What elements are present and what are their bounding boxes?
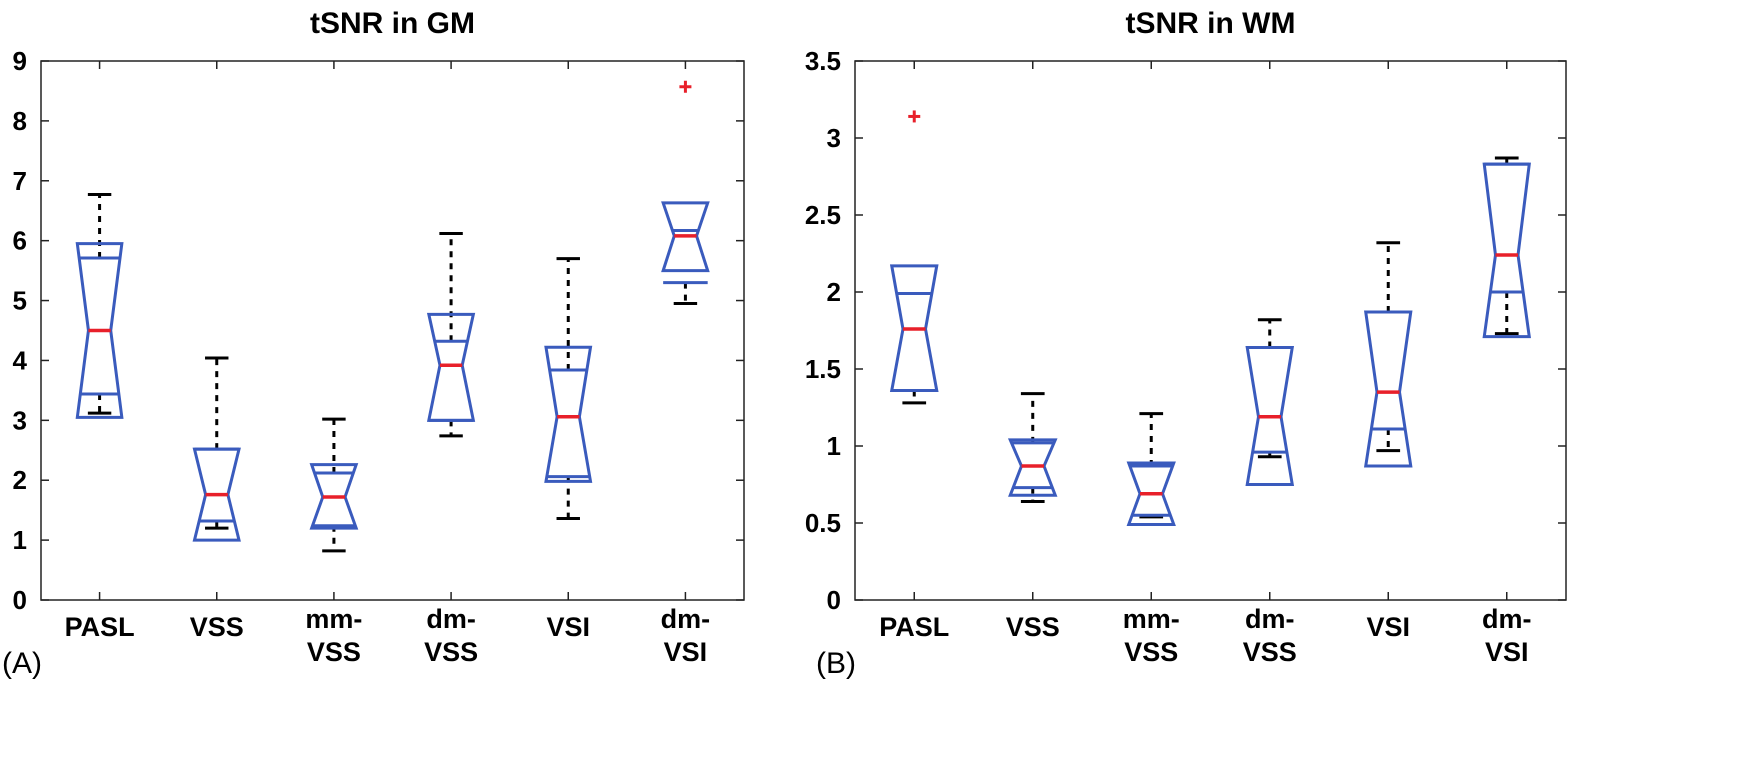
notched-box-outline — [1007, 438, 1058, 497]
box-1 — [192, 356, 241, 542]
plot-area-frame — [40, 60, 745, 601]
box-2 — [309, 417, 359, 553]
y-tick-label: 3.5 — [805, 46, 841, 76]
notched-box-outline — [192, 447, 241, 542]
panel-label: (B) — [816, 647, 856, 680]
box-4 — [544, 257, 593, 521]
y-tick-label: 3 — [827, 123, 841, 153]
notched-box-outline — [1245, 345, 1295, 486]
plot-area-frame — [854, 60, 1567, 601]
x-tick-label: mm- — [305, 604, 362, 634]
x-tick-label: VSS — [307, 637, 361, 667]
y-tick-label: 2 — [13, 465, 27, 495]
box-4 — [1363, 241, 1413, 468]
x-tick-label: dm- — [1482, 604, 1532, 634]
y-tick-label: 0.5 — [805, 508, 841, 538]
notched-box-outline — [544, 345, 593, 483]
y-tick-label: 6 — [13, 226, 27, 256]
outlier-marker — [679, 80, 692, 93]
x-tick-label: mm- — [1123, 604, 1180, 634]
x-tick-label: VSS — [1006, 612, 1060, 642]
y-tick-label: 0 — [13, 585, 27, 615]
box-3 — [426, 231, 476, 438]
y-tick-label: 2 — [827, 277, 841, 307]
x-tick-label: VSI — [664, 637, 708, 667]
chart-title: tSNR in WM — [1126, 7, 1296, 40]
y-tick-label: 1 — [827, 431, 841, 461]
notched-box-outline — [1363, 310, 1413, 468]
notched-box-outline — [1126, 461, 1176, 527]
x-tick-label: dm- — [661, 604, 711, 634]
x-tick-label: VSS — [424, 637, 478, 667]
outlier-marker — [908, 110, 921, 123]
y-tick-label: 1.5 — [805, 354, 841, 384]
y-tick-label: 2.5 — [805, 200, 841, 230]
box-0 — [889, 110, 939, 405]
x-tick-label: VSS — [1243, 637, 1297, 667]
y-tick-label: 9 — [13, 46, 27, 76]
box-1 — [1007, 392, 1058, 503]
y-tick-label: 0 — [827, 585, 841, 615]
x-tick-label: VSS — [1124, 637, 1178, 667]
chart-title: tSNR in GM — [310, 7, 475, 40]
x-tick-label: VSI — [1366, 612, 1410, 642]
y-tick-label: 7 — [13, 166, 27, 196]
x-tick-label: dm- — [426, 604, 476, 634]
x-tick-label: VSI — [1485, 637, 1529, 667]
notched-box-outline — [426, 312, 476, 422]
x-tick-label: VSS — [190, 612, 244, 642]
notched-box-outline — [1482, 162, 1531, 339]
x-tick-label: PASL — [879, 612, 949, 642]
box-2 — [1126, 412, 1176, 527]
y-tick-label: 3 — [13, 405, 27, 435]
y-tick-label: 8 — [13, 106, 27, 136]
x-tick-label: VSI — [546, 612, 590, 642]
y-tick-label: 5 — [13, 286, 27, 316]
x-tick-label: dm- — [1245, 604, 1295, 634]
box-5 — [1482, 156, 1531, 339]
box-3 — [1245, 318, 1295, 486]
y-tick-label: 1 — [13, 525, 27, 555]
y-tick-label: 4 — [13, 345, 28, 375]
box-0 — [75, 193, 124, 419]
x-tick-label: PASL — [65, 612, 135, 642]
box-5 — [661, 80, 710, 306]
panel-label: (A) — [2, 647, 42, 680]
